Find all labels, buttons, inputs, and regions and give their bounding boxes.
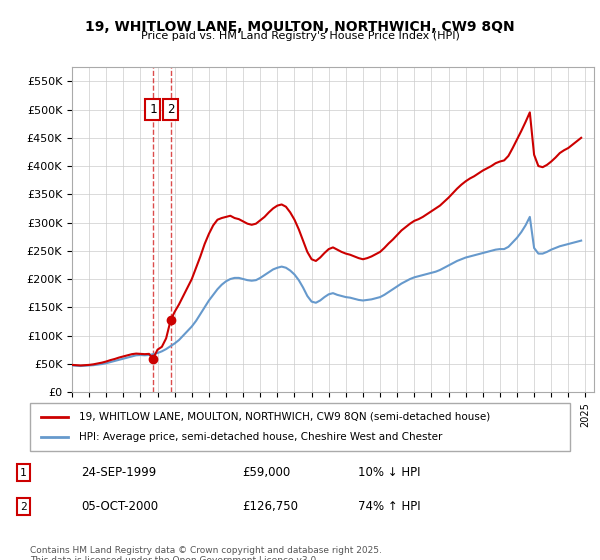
Text: 1: 1: [149, 103, 157, 116]
Text: HPI: Average price, semi-detached house, Cheshire West and Chester: HPI: Average price, semi-detached house,…: [79, 432, 442, 442]
Text: 1: 1: [20, 468, 27, 478]
Text: 19, WHITLOW LANE, MOULTON, NORTHWICH, CW9 8QN: 19, WHITLOW LANE, MOULTON, NORTHWICH, CW…: [85, 20, 515, 34]
Text: 2: 2: [167, 103, 175, 116]
FancyBboxPatch shape: [30, 403, 570, 451]
Text: 74% ↑ HPI: 74% ↑ HPI: [358, 500, 420, 513]
Text: Contains HM Land Registry data © Crown copyright and database right 2025.
This d: Contains HM Land Registry data © Crown c…: [30, 546, 382, 560]
Text: 2: 2: [20, 502, 27, 511]
Text: 05-OCT-2000: 05-OCT-2000: [81, 500, 158, 513]
Text: £59,000: £59,000: [242, 466, 290, 479]
Text: Price paid vs. HM Land Registry's House Price Index (HPI): Price paid vs. HM Land Registry's House …: [140, 31, 460, 41]
Text: 19, WHITLOW LANE, MOULTON, NORTHWICH, CW9 8QN (semi-detached house): 19, WHITLOW LANE, MOULTON, NORTHWICH, CW…: [79, 412, 490, 422]
Text: 24-SEP-1999: 24-SEP-1999: [81, 466, 157, 479]
Text: 10% ↓ HPI: 10% ↓ HPI: [358, 466, 420, 479]
Text: £126,750: £126,750: [242, 500, 298, 513]
